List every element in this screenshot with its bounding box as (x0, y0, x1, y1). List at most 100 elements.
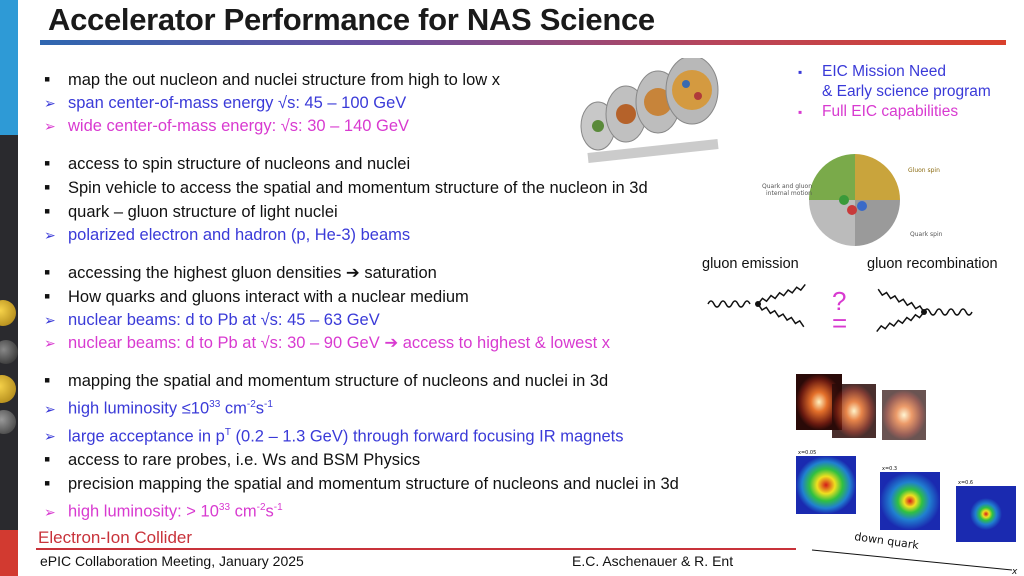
script-text: -1 (273, 502, 283, 513)
script-text: 33 (209, 399, 221, 410)
quark-spin-label: Quark spin (910, 231, 943, 238)
bullet-text: How quarks and gluons interact with a nu… (68, 288, 469, 306)
arrow-subitem: nuclear beams: d to Pb at √s: 30 – 90 Ge… (44, 332, 784, 355)
arrow-subitem: large acceptance in pT (0.2 – 1.3 GeV) t… (44, 421, 784, 449)
arrow-bullet-icon (44, 92, 68, 115)
arrow-subitem: high luminosity: > 1033 cm-2s-1 (44, 496, 784, 524)
proton-spin-pie-figure: Gluon spin Quark and gluon internal moti… (762, 154, 943, 246)
bullet-group: map the out nucleon and nuclei structure… (44, 68, 784, 138)
bullet-text: nuclear beams: d to Pb at √s: 30 – 90 Ge… (68, 334, 610, 352)
arrow-bullet-icon (44, 501, 68, 524)
legend-text: Full EIC capabilities (822, 103, 959, 120)
question-mark: ? (832, 286, 847, 316)
text-fragment: cm (220, 399, 247, 418)
bullet-text: nuclear beams: d to Pb at √s: 45 – 63 Ge… (68, 311, 380, 329)
arrow-bullet-icon (44, 332, 68, 355)
text-fragment: (0.2 – 1.3 GeV) through forward focusing… (230, 427, 624, 445)
arrow-subitem: span center-of-mass energy √s: 45 – 100 … (44, 92, 784, 115)
footer-divider (36, 548, 796, 550)
gluon-spin-label: Gluon spin (908, 167, 940, 174)
bullet-item: accessing the highest gluon densities ➔ … (44, 261, 784, 285)
arrow-bullet-icon (44, 115, 68, 138)
title-underline (40, 40, 1006, 45)
script-text: T (224, 426, 231, 438)
bullet-text: map the out nucleon and nuclei structure… (68, 71, 500, 89)
nucleon-energy-evolution-figure (580, 58, 719, 163)
slide-title: Accelerator Performance for NAS Science (48, 2, 655, 37)
internal-motion-label: internal motion (766, 190, 812, 197)
script-text: -2 (246, 399, 256, 410)
quark-gluon-label: Quark and gluon (762, 183, 812, 190)
arrow-subitem: polarized electron and hadron (p, He-3) … (44, 224, 784, 247)
text-fragment: high luminosity: > 10 (68, 502, 219, 521)
bullet-text: high luminosity ≤1033 cm-2s-1 (68, 393, 273, 421)
bullet-list: map the out nucleon and nuclei structure… (44, 68, 784, 538)
tomo-label-3: x=0.6 (958, 480, 973, 486)
bullet-group: access to spin structure of nucleons and… (44, 152, 784, 247)
square-bullet-icon (44, 68, 68, 92)
bullet-text: access to spin structure of nucleons and… (68, 155, 411, 173)
left-bar-dark-segment (0, 135, 18, 530)
square-bullet-icon (44, 472, 68, 496)
bullet-item: How quarks and gluons interact with a nu… (44, 285, 784, 309)
legend-row: ▪ Full EIC capabilities (798, 102, 1018, 122)
square-bullet-icon (44, 369, 68, 393)
legend-row: & Early science program (798, 82, 1018, 102)
bullet-text: polarized electron and hadron (p, He-3) … (68, 226, 411, 244)
script-text: -2 (256, 502, 266, 513)
legend-row: ▪ EIC Mission Need (798, 62, 1018, 82)
square-bullet-icon (44, 448, 68, 472)
text-fragment: large acceptance in p (68, 427, 225, 445)
left-bar-blue-segment (0, 0, 18, 135)
bullet-text: wide center-of-mass energy: √s: 30 – 140… (68, 117, 410, 135)
gluon-emission-diagram (707, 283, 806, 328)
quark-tomography-figure: x=0.05 x=0.3 x=0.6 down quark x (796, 374, 1018, 576)
gluon-recombination-diagram (876, 288, 973, 333)
bullet-text: span center-of-mass energy √s: 45 – 100 … (68, 94, 407, 112)
nucleus-ball-graphic (0, 375, 16, 403)
text-fragment: high luminosity ≤10 (68, 399, 210, 418)
arrow-subitem: wide center-of-mass energy: √s: 30 – 140… (44, 115, 784, 138)
footer-meeting: ePIC Collaboration Meeting, January 2025 (40, 553, 304, 569)
bullet-text: mapping the spatial and momentum structu… (68, 372, 609, 390)
arrow-subitem: nuclear beams: d to Pb at √s: 45 – 63 Ge… (44, 309, 784, 332)
square-bullet-icon (44, 285, 68, 309)
square-bullet-icon: ▪ (798, 105, 803, 119)
left-bar-red-segment (0, 530, 18, 576)
square-bullet-icon: ▪ (798, 65, 803, 79)
arrow-bullet-icon (44, 309, 68, 332)
legend-text: EIC Mission Need (822, 63, 947, 80)
bullet-item: access to rare probes, i.e. Ws and BSM P… (44, 448, 784, 472)
arrow-bullet-icon (44, 398, 68, 421)
nucleus-ball-graphic (0, 410, 16, 434)
square-bullet-icon (798, 82, 822, 102)
eic-logo-text: Electron-Ion Collider (38, 528, 193, 547)
square-bullet-icon (44, 176, 68, 200)
gluon-emission-label: gluon emission (702, 256, 799, 272)
square-bullet-icon (44, 261, 68, 285)
bullet-text: precision mapping the spatial and moment… (68, 475, 679, 493)
left-decoration-bar (0, 0, 18, 576)
bullet-item: quark – gluon structure of light nuclei (44, 200, 784, 224)
bullet-text: Spin vehicle to access the spatial and m… (68, 179, 648, 197)
footer-authors: E.C. Aschenauer & R. Ent (572, 553, 734, 569)
text-fragment: s (265, 502, 274, 521)
eic-mission-legend: ▪ EIC Mission Need & Early science program… (798, 62, 1018, 122)
gluon-recombination-label: gluon recombination (867, 256, 998, 272)
bullet-text: access to rare probes, i.e. Ws and BSM P… (68, 451, 421, 469)
nucleus-ball-graphic (0, 340, 18, 364)
tomo-label-2: x=0.3 (882, 466, 897, 472)
bullet-text: accessing the highest gluon densities ➔ … (68, 264, 437, 282)
tomo-label-1: x=0.05 (798, 450, 816, 456)
bullet-item: Spin vehicle to access the spatial and m… (44, 176, 784, 200)
down-quark-label: down quark (854, 530, 921, 552)
bullet-text: quark – gluon structure of light nuclei (68, 203, 338, 221)
bullet-item: access to spin structure of nucleons and… (44, 152, 784, 176)
x-axis-label: x (1011, 567, 1018, 576)
arrow-subitem: high luminosity ≤1033 cm-2s-1 (44, 393, 784, 421)
arrow-bullet-icon (44, 425, 68, 448)
equals-sign: = (832, 308, 848, 338)
bullet-group: mapping the spatial and momentum structu… (44, 369, 784, 524)
square-bullet-icon (44, 152, 68, 176)
bullet-item: precision mapping the spatial and moment… (44, 472, 784, 496)
